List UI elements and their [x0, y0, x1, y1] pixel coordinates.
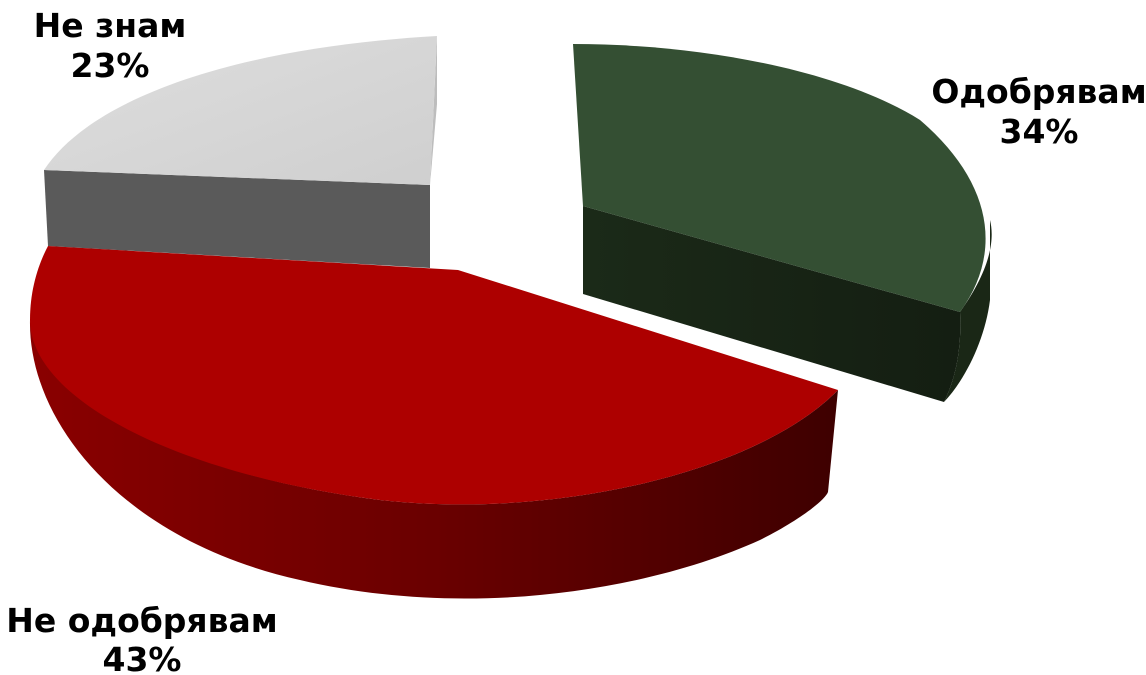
slice-side-ne-znam — [44, 170, 430, 268]
slice-side-curve-odobryavam — [944, 220, 992, 402]
label-ne-odobryavam-name: Не одобрявам — [6, 601, 277, 640]
pie-slice-odobryavam — [573, 44, 992, 402]
label-ne-odobryavam-value: 43% — [103, 640, 182, 675]
slice-top-odobryavam — [573, 44, 986, 312]
pie-labels: Не знам 23% Одобрявам 34% Не одобрявам 4… — [6, 6, 1146, 675]
pie-slice-ne-odobryavam — [29, 246, 838, 599]
label-odobryavam-name: Одобрявам — [931, 72, 1146, 111]
slice-side-odobryavam — [583, 206, 961, 402]
label-ne-znam-name: Не знам — [34, 6, 187, 45]
label-odobryavam-value: 34% — [1000, 112, 1079, 151]
slice-top-ne-znam — [44, 36, 437, 185]
slice-side-ne-odobryavam — [29, 320, 838, 599]
label-ne-znam-value: 23% — [71, 46, 150, 85]
slice-top-ne-odobryavam — [30, 246, 838, 505]
pie-slice-ne-znam — [44, 36, 437, 268]
